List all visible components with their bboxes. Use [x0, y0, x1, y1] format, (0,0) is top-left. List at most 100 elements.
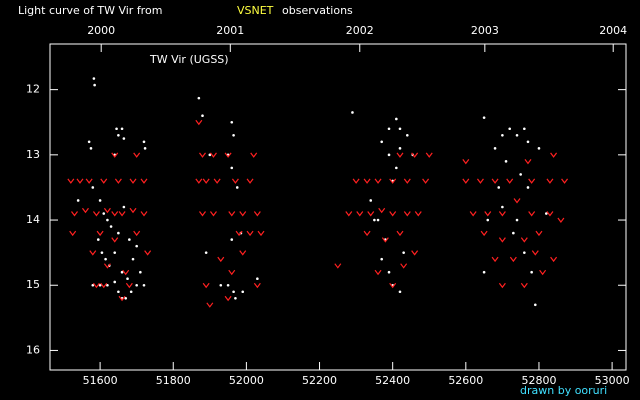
limit-mark — [111, 211, 119, 217]
observation-point — [142, 283, 146, 287]
observation-point — [398, 147, 402, 150]
x-tick-label: 53000 — [595, 374, 630, 387]
x2-tick-label: 2001 — [216, 24, 244, 37]
observation-point — [109, 225, 113, 228]
observation-point — [122, 205, 126, 209]
observation-point — [235, 186, 239, 189]
observation-point — [96, 238, 100, 241]
observation-point — [142, 140, 146, 144]
observation-point — [376, 218, 380, 222]
observation-point — [501, 133, 504, 137]
observation-point — [120, 270, 124, 274]
limit-mark — [509, 256, 517, 263]
observation-point — [219, 283, 223, 287]
limit-mark — [550, 256, 558, 263]
observation-point — [406, 133, 409, 137]
limit-mark — [100, 282, 108, 289]
limit-mark — [217, 256, 225, 263]
limit-mark — [209, 211, 217, 217]
limit-mark — [520, 282, 528, 289]
observation-point — [230, 238, 234, 241]
observation-point — [523, 251, 526, 254]
limit-mark — [257, 230, 265, 237]
limit-mark — [513, 198, 521, 204]
limit-mark — [491, 256, 499, 263]
limit-mark — [345, 211, 353, 217]
limit-mark — [246, 178, 254, 184]
limit-mark — [224, 295, 232, 302]
limit-mark — [133, 152, 141, 158]
limit-mark — [498, 282, 506, 289]
observation-point — [135, 283, 138, 287]
observation-point — [87, 140, 91, 144]
limit-mark — [246, 230, 254, 237]
observation-point — [117, 290, 120, 294]
limit-mark — [422, 178, 430, 184]
limit-mark — [378, 207, 386, 214]
limit-mark — [539, 269, 547, 276]
limit-mark — [400, 263, 408, 269]
limit-mark — [228, 211, 236, 217]
observation-point — [387, 153, 391, 157]
observation-point — [91, 186, 95, 189]
observation-point — [501, 205, 504, 209]
limit-mark — [195, 119, 203, 126]
limit-mark — [253, 282, 261, 289]
observation-point — [523, 127, 526, 131]
limit-mark — [76, 178, 84, 184]
limit-mark — [363, 230, 371, 237]
x-tick-label: 52200 — [302, 374, 337, 387]
limit-mark — [140, 211, 148, 217]
limit-mark — [396, 230, 404, 237]
observation-point — [232, 290, 235, 294]
limit-mark — [89, 250, 97, 256]
observation-point — [373, 218, 376, 222]
limit-mark — [498, 237, 506, 243]
observation-point — [387, 127, 391, 131]
limit-mark — [199, 152, 206, 158]
observation-point — [92, 77, 96, 80]
limit-mark — [129, 207, 137, 214]
limit-mark — [550, 152, 558, 158]
limit-mark — [129, 178, 137, 184]
limit-mark — [96, 230, 104, 237]
observation-point — [120, 127, 124, 131]
y-tick-label: 12 — [26, 83, 40, 96]
observation-point — [98, 283, 102, 287]
observation-point — [387, 270, 391, 274]
limit-mark — [411, 152, 419, 158]
limit-mark — [118, 211, 126, 217]
limit-mark — [535, 230, 543, 237]
limit-mark — [202, 282, 210, 289]
limit-mark — [520, 237, 528, 243]
observation-point — [100, 251, 104, 254]
limit-mark — [396, 152, 404, 158]
y-tick-label: 13 — [26, 148, 40, 161]
annotation: TW Vir (UGSS) — [149, 53, 229, 66]
limit-mark — [235, 230, 243, 237]
limit-mark — [528, 211, 536, 217]
observation-point — [395, 166, 398, 170]
observation-point — [139, 270, 142, 274]
observation-point — [530, 270, 533, 274]
limit-mark — [92, 211, 100, 217]
limit-mark — [506, 178, 514, 184]
limit-mark — [199, 211, 206, 217]
limit-mark — [546, 178, 554, 184]
observation-point — [508, 127, 512, 131]
observation-point — [106, 218, 109, 222]
x-tick-label: 51800 — [156, 374, 191, 387]
observation-point — [234, 296, 237, 300]
limit-mark — [414, 211, 422, 217]
limit-mark — [356, 211, 364, 217]
observation-point — [143, 147, 147, 150]
limit-mark — [111, 237, 119, 243]
observation-point — [197, 96, 201, 100]
limit-mark — [239, 211, 247, 217]
observation-point — [122, 137, 126, 140]
limit-mark — [228, 269, 236, 276]
limit-mark — [484, 211, 492, 217]
limit-mark — [389, 178, 397, 184]
observation-point — [98, 199, 102, 202]
